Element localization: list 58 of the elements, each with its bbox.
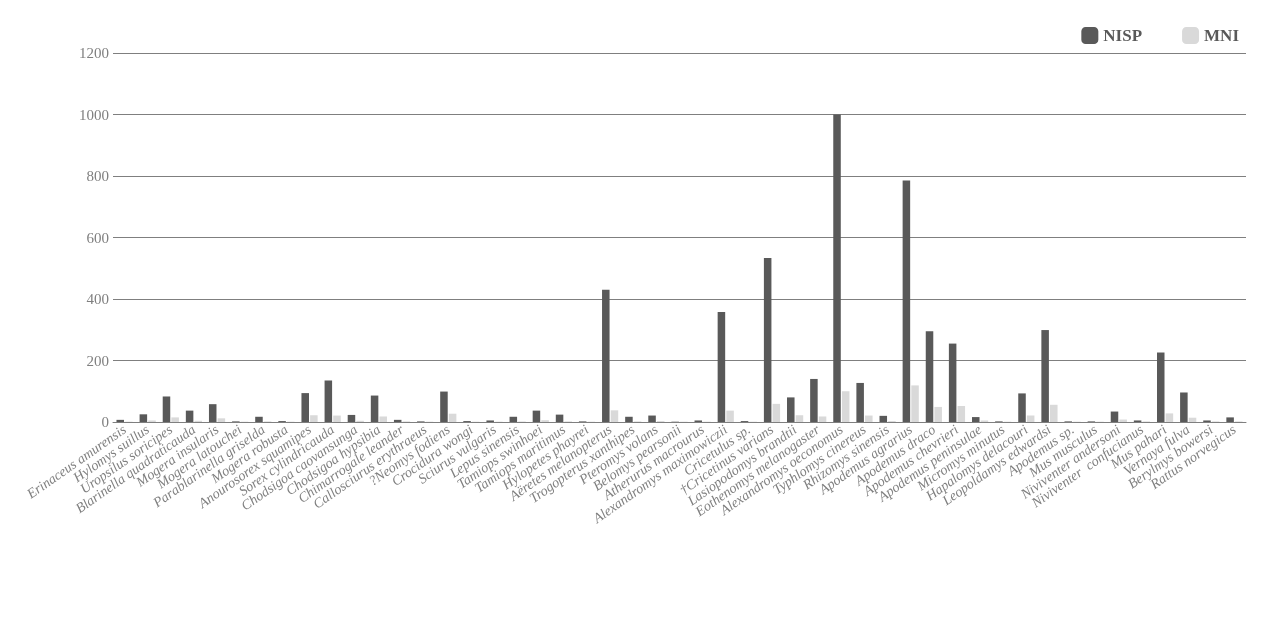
bar bbox=[948, 343, 957, 422]
bar bbox=[1041, 330, 1049, 422]
legend-label: MNI bbox=[1204, 26, 1240, 45]
bar bbox=[301, 393, 309, 422]
bar bbox=[879, 415, 888, 422]
bar bbox=[162, 396, 171, 422]
y-tick-label: 800 bbox=[86, 168, 109, 184]
bar bbox=[763, 258, 772, 422]
bar bbox=[370, 395, 379, 422]
bar bbox=[787, 397, 795, 422]
bar bbox=[865, 415, 873, 422]
bar bbox=[347, 414, 356, 422]
bar bbox=[440, 391, 448, 422]
bar bbox=[925, 331, 934, 422]
y-tick-label: 200 bbox=[86, 352, 109, 369]
bar bbox=[1050, 404, 1058, 422]
bar bbox=[818, 416, 827, 422]
bar bbox=[972, 417, 980, 422]
bar bbox=[255, 416, 263, 422]
y-tick-label: 600 bbox=[86, 229, 109, 246]
bar bbox=[810, 378, 818, 422]
bar bbox=[208, 404, 217, 422]
bar bbox=[795, 415, 804, 422]
bar bbox=[957, 406, 966, 422]
bar bbox=[902, 180, 911, 422]
y-tick-label: 1200 bbox=[79, 45, 109, 61]
bar bbox=[911, 385, 919, 422]
bar bbox=[934, 406, 942, 422]
bar bbox=[1165, 413, 1174, 422]
bar bbox=[185, 410, 194, 422]
bar bbox=[1226, 417, 1234, 422]
legend-label: NISP bbox=[1103, 26, 1143, 45]
bar bbox=[116, 419, 124, 422]
bar bbox=[333, 415, 341, 422]
bar bbox=[1180, 392, 1188, 422]
bar bbox=[856, 382, 864, 422]
bar bbox=[509, 416, 518, 422]
bar bbox=[171, 417, 179, 422]
y-tick-label: 1000 bbox=[79, 106, 109, 123]
bar bbox=[717, 311, 726, 422]
bar bbox=[1018, 393, 1026, 422]
bar bbox=[217, 418, 226, 422]
bar bbox=[379, 416, 387, 422]
bar bbox=[772, 403, 781, 422]
bar bbox=[648, 415, 656, 422]
bar bbox=[841, 391, 850, 422]
bar bbox=[610, 410, 619, 422]
bar bbox=[602, 289, 610, 422]
bar bbox=[532, 410, 541, 422]
bar bbox=[324, 380, 333, 422]
bar bbox=[310, 415, 318, 422]
bar bbox=[139, 414, 148, 422]
y-tick-label: 400 bbox=[86, 291, 109, 307]
y-tick-label: 0 bbox=[101, 414, 109, 430]
bar bbox=[625, 416, 633, 422]
bar bbox=[1156, 352, 1165, 422]
bar bbox=[726, 410, 734, 422]
bar bbox=[833, 114, 841, 422]
